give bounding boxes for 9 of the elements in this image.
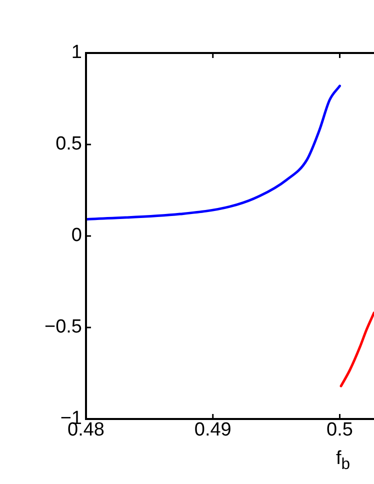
line-series: [86, 84, 341, 221]
y-tick-label: 0.5: [56, 134, 82, 155]
y-tick-label: 0: [71, 225, 82, 246]
x-axis-title: f$_{b}$: [336, 448, 350, 474]
y-tick-label: 1: [71, 42, 82, 64]
line-series: [340, 312, 374, 388]
x-tick-label: 0.49: [194, 420, 232, 441]
x-tick-label: 0.5: [326, 420, 353, 441]
y-tick-label: −0.5: [44, 316, 82, 338]
